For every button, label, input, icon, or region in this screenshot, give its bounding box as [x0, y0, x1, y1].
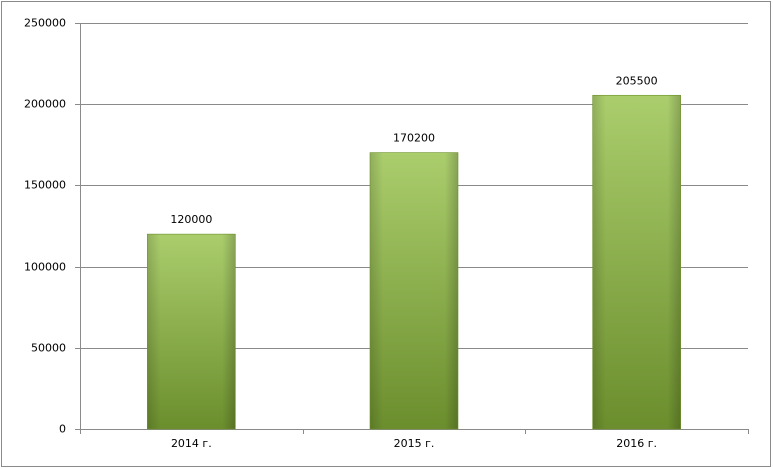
bar-side-shade: [147, 233, 236, 430]
x-tick-label: 2014 г.: [171, 437, 212, 450]
y-tick-label: 250000: [24, 17, 66, 30]
data-label: 205500: [616, 74, 658, 87]
y-tick-label: 100000: [24, 261, 66, 274]
y-tick-label: 50000: [31, 342, 66, 355]
y-tick-label: 150000: [24, 179, 66, 192]
bar-side-shade: [369, 152, 459, 430]
y-tick-label: 200000: [24, 98, 66, 111]
x-tick-label: 2015 г.: [394, 437, 435, 450]
bar-side-shade: [592, 94, 681, 430]
x-tick-label: 2016 г.: [616, 437, 657, 450]
data-label: 120000: [170, 213, 212, 226]
y-tick-label: 0: [59, 423, 66, 436]
data-label: 170200: [393, 132, 435, 145]
